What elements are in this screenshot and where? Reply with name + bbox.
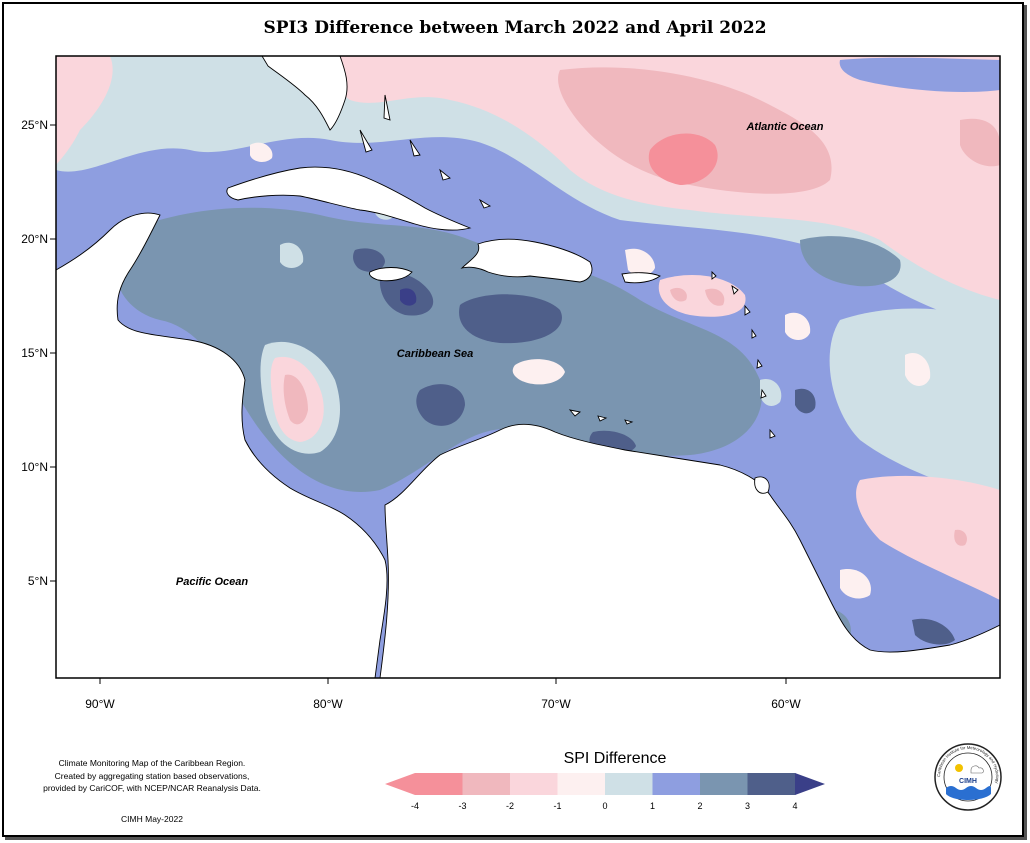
legend-tick-label: 2 [697, 801, 702, 811]
land-lesser-antilles [711, 270, 776, 439]
lon-label-90w: 90°W [85, 697, 115, 711]
land-cuba [226, 166, 472, 231]
legend-arrow-min [385, 773, 415, 795]
legend-swatch [700, 773, 748, 795]
legend-swatch [652, 773, 701, 795]
credit-text: Climate Monitoring Map of the Caribbean … [18, 757, 286, 795]
sun-icon [955, 764, 963, 772]
label-pacific-ocean: Pacific Ocean [176, 576, 248, 588]
map-title: SPI3 Difference between March 2022 and A… [263, 18, 767, 38]
land-abc-islands [568, 409, 634, 425]
longitude-axis: 90°W 80°W 70°W 60°W [85, 678, 801, 711]
legend-title: SPI Difference [563, 750, 667, 767]
label-atlantic-ocean: Atlantic Ocean [745, 121, 823, 133]
logo-text: CIMH [959, 778, 977, 785]
lon-label-70w: 70°W [541, 697, 571, 711]
land-florida [261, 56, 348, 131]
legend-tick-label: -4 [411, 801, 419, 811]
legend-swatch [605, 773, 653, 795]
legend-tick-label: 0 [602, 801, 607, 811]
spi-field [56, 56, 1000, 678]
cloud-icon [970, 765, 984, 774]
lat-label-20n: 20°N [21, 232, 48, 246]
land-hispaniola [460, 238, 593, 283]
legend-swatch [510, 773, 558, 795]
land-south-america [379, 423, 1000, 678]
legend-tick-label: 1 [650, 801, 655, 811]
land-layer [56, 56, 1000, 678]
lat-label-5n: 5°N [28, 574, 48, 588]
land-bahamas [359, 94, 492, 209]
land-puerto-rico [621, 272, 661, 284]
credit-line-3: provided by CariCOF, with NCEP/NCAR Rean… [43, 783, 261, 793]
lon-label-60w: 60°W [771, 697, 801, 711]
map-border [55, 55, 1001, 679]
credit-line-1: Climate Monitoring Map of the Caribbean … [58, 758, 246, 768]
land-jamaica [369, 267, 413, 282]
legend-tick-label: -3 [458, 801, 466, 811]
legend-tick-label: -1 [553, 801, 561, 811]
land-central-america [56, 212, 388, 678]
legend-tick-label: 3 [745, 801, 750, 811]
lat-label-10n: 10°N [21, 460, 48, 474]
legend-swatch [415, 773, 463, 795]
credit-line-2: Created by aggregating station based obs… [54, 770, 250, 781]
credit-date: CIMH May-2022 [121, 814, 183, 824]
legend-swatch [747, 773, 796, 795]
legend-arrow-max [795, 773, 825, 795]
legend-swatch [462, 773, 511, 795]
cimh-logo: Caribbean Institute for Meteorology and … [934, 743, 1002, 811]
legend-colorbar: -4 -3 -2 -1 0 1 2 3 4 [385, 773, 825, 811]
latitude-axis: 25°N 20°N 15°N 10°N 5°N [21, 118, 56, 588]
legend-swatch [557, 773, 606, 795]
lon-label-80w: 80°W [313, 697, 343, 711]
lat-label-15n: 15°N [21, 346, 48, 360]
label-caribbean-sea: Caribbean Sea [397, 348, 473, 360]
legend-tick-label: 4 [792, 801, 797, 811]
legend-tick-label: -2 [506, 801, 514, 811]
lat-label-25n: 25°N [21, 118, 48, 132]
water-icon [946, 786, 991, 800]
land-trinidad [754, 476, 770, 494]
